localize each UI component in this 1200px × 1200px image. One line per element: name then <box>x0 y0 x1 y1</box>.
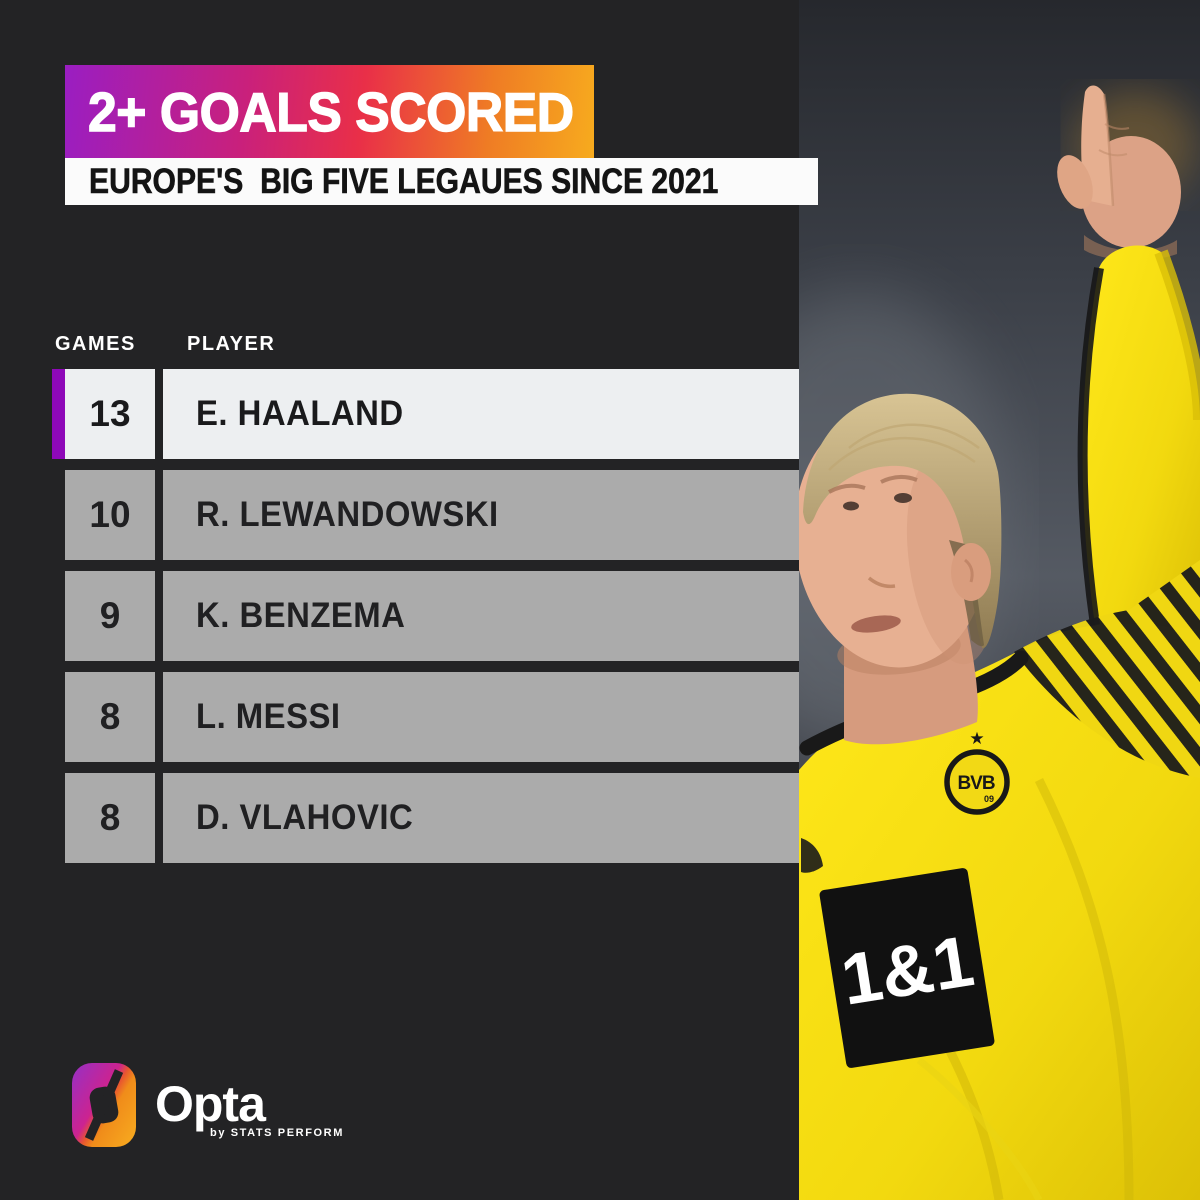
star-icon: ★ <box>969 729 984 748</box>
shoulder-stripes <box>1014 560 1200 778</box>
haaland-figure: 1&1 ★ BVB 09 <box>799 85 1200 1200</box>
column-header-player: PLAYER <box>187 333 276 355</box>
stats-table: 13 E. HAALAND 10 R. LEWANDOWSKI 9 K. BEN… <box>52 369 799 874</box>
player-name: E. HAALAND <box>163 369 799 459</box>
badge-letters: BVB <box>957 773 994 794</box>
opta-byline: by STATS PERFORM <box>210 1127 344 1139</box>
player-photo: 1&1 ★ BVB 09 <box>799 0 1200 1200</box>
opta-footer: Opta by STATS PERFORM <box>72 1063 392 1163</box>
title-banner: 2+ GOALS SCORED <box>65 65 594 158</box>
subtitle-banner: EUROPE'S BIG FIVE LEGAUES SINCE 2021 <box>65 158 818 205</box>
player-name: D. VLAHOVIC <box>163 773 799 863</box>
highlight-accent-bar <box>52 369 65 459</box>
page-subtitle: EUROPE'S BIG FIVE LEGAUES SINCE 2021 <box>89 161 719 201</box>
table-row: 9 K. BENZEMA <box>52 571 799 661</box>
badge-number: 09 <box>984 794 994 804</box>
player-name: R. LEWANDOWSKI <box>163 470 799 560</box>
games-value: 10 <box>65 470 155 560</box>
page-title: 2+ GOALS SCORED <box>87 80 574 143</box>
hair <box>803 393 1002 649</box>
table-row: 8 D. VLAHOVIC <box>52 773 799 863</box>
puma-logo-icon <box>801 838 823 873</box>
player-name: K. BENZEMA <box>163 571 799 661</box>
opta-wordmark: Opta <box>155 1076 266 1132</box>
bvb-badge-icon: ★ BVB 09 <box>944 729 1010 815</box>
cell-gap <box>155 369 163 459</box>
games-value: 13 <box>65 369 155 459</box>
table-row: 8 L. MESSI <box>52 672 799 762</box>
sponsor-patch: 1&1 <box>819 868 995 1068</box>
jersey-sleeve <box>1077 245 1200 645</box>
table-row: 10 R. LEWANDOWSKI <box>52 470 799 560</box>
column-header-games: GAMES <box>55 333 136 355</box>
games-value: 8 <box>65 773 155 863</box>
opta-logo-icon <box>72 1063 136 1147</box>
table-row: 13 E. HAALAND <box>52 369 799 459</box>
games-value: 9 <box>65 571 155 661</box>
head <box>799 393 1002 745</box>
player-name: L. MESSI <box>163 672 799 762</box>
games-value: 8 <box>65 672 155 762</box>
